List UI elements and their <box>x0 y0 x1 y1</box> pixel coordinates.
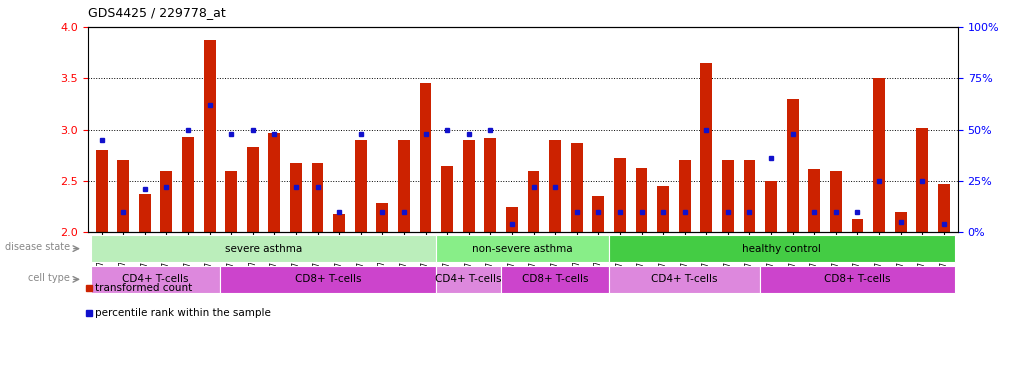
Bar <box>571 143 583 232</box>
Bar <box>636 167 648 232</box>
Bar <box>398 140 410 232</box>
Bar <box>657 186 670 232</box>
Text: CD4+ T-cells: CD4+ T-cells <box>651 274 718 285</box>
Text: percentile rank within the sample: percentile rank within the sample <box>95 308 271 318</box>
Bar <box>161 170 172 232</box>
Text: CD4+ T-cells: CD4+ T-cells <box>436 274 502 285</box>
Bar <box>592 196 605 232</box>
Bar <box>938 184 950 232</box>
Text: cell type: cell type <box>28 273 70 283</box>
Bar <box>247 147 259 232</box>
Bar <box>484 138 496 232</box>
Text: healthy control: healthy control <box>743 243 821 254</box>
Bar <box>376 202 388 232</box>
Bar <box>437 266 502 293</box>
Text: GDS4425 / 229778_at: GDS4425 / 229778_at <box>88 6 226 19</box>
Bar <box>441 166 453 232</box>
Bar <box>354 140 367 232</box>
Bar <box>96 150 107 232</box>
Bar <box>614 158 626 232</box>
Bar <box>895 212 906 232</box>
Bar <box>765 181 777 232</box>
Bar <box>527 170 540 232</box>
Bar <box>809 169 820 232</box>
Bar <box>269 133 280 232</box>
Bar <box>700 63 712 232</box>
Bar <box>506 207 518 232</box>
Bar <box>760 266 955 293</box>
Bar <box>139 194 150 232</box>
Bar <box>462 140 475 232</box>
Bar <box>204 40 215 232</box>
Bar <box>787 99 798 232</box>
Bar <box>830 170 842 232</box>
Bar <box>182 137 194 232</box>
Bar <box>609 235 955 263</box>
Bar <box>549 140 561 232</box>
Bar <box>917 127 928 232</box>
Bar <box>679 161 691 232</box>
Bar <box>873 78 885 232</box>
Bar <box>722 161 733 232</box>
Bar <box>117 161 129 232</box>
Text: CD8+ T-cells: CD8+ T-cells <box>296 274 362 285</box>
Bar <box>312 164 323 232</box>
Text: severe asthma: severe asthma <box>225 243 302 254</box>
Bar <box>502 266 609 293</box>
Bar <box>852 219 863 232</box>
Bar <box>91 235 437 263</box>
Text: CD4+ T-cells: CD4+ T-cells <box>123 274 188 285</box>
Bar <box>334 214 345 232</box>
Bar <box>220 266 437 293</box>
Bar <box>609 266 760 293</box>
Bar <box>437 235 609 263</box>
Text: CD8+ T-cells: CD8+ T-cells <box>522 274 588 285</box>
Bar <box>744 161 755 232</box>
Text: non-severe asthma: non-severe asthma <box>473 243 573 254</box>
Text: CD8+ T-cells: CD8+ T-cells <box>824 274 891 285</box>
Text: disease state: disease state <box>5 242 70 252</box>
Bar <box>226 170 237 232</box>
Text: transformed count: transformed count <box>95 283 193 293</box>
Bar <box>91 266 220 293</box>
Bar <box>419 83 432 232</box>
Bar <box>290 164 302 232</box>
